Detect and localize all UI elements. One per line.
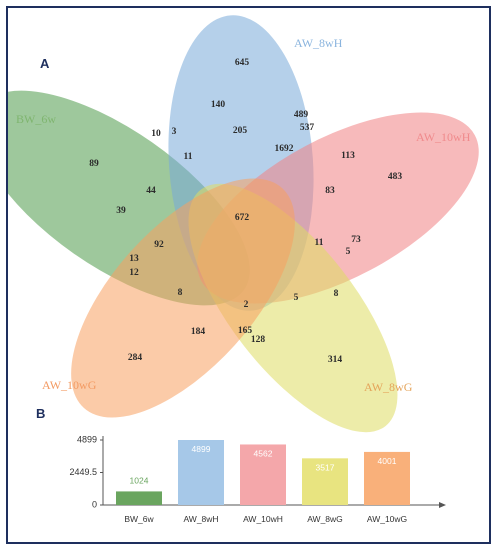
y-tick-label: 0 [92,499,97,509]
venn-region-count: 13 [129,254,139,264]
venn-region-count: 44 [146,186,156,196]
venn-region-count: 3 [172,127,177,137]
venn-region-count: 205 [233,126,248,136]
bar-value-label: 3517 [316,462,335,472]
venn-region-count: 284 [128,353,143,363]
venn-region-count: 8 [334,289,339,299]
x-tick-label: BW_6w [124,514,154,524]
venn-region-count: 8 [178,288,183,298]
bar-value-label: 1024 [130,475,149,485]
venn-region-count: 113 [341,151,355,161]
bar-aw-10wg [364,451,410,505]
venn-region-count: 11 [184,152,193,162]
venn-region-count: 10 [151,129,161,139]
bar-aw-8wg [302,458,348,505]
bar-chart: 4899 2449.5 0 1024 BW_6w 4899 AW_8wH 4562 AW_10w… [69,434,446,524]
venn-set-label: AW_8wH [294,36,343,50]
x-tick-label: AW_10wG [367,514,407,524]
venn-region-count: 483 [388,172,403,182]
venn-region-count: 11 [315,238,324,248]
bar-bw-6w [116,491,162,505]
venn-set-label: AW_10wG [42,378,97,392]
venn-region-count: 165 [238,326,253,336]
venn-set-label: AW_8wG [364,380,413,394]
venn-region-count: 73 [351,235,361,245]
x-tick-label: AW_10wH [243,514,283,524]
venn-region-count: 1692 [275,144,294,154]
venn-region-count: 140 [211,100,226,110]
venn-region-count: 83 [325,186,335,196]
venn-region-count: 489 [294,110,309,120]
venn-region-count: 537 [300,123,315,133]
venn-region-count: 128 [251,335,266,345]
x-axis-arrow-icon [439,502,446,508]
venn-region-count: 5 [294,293,299,303]
bar-value-label: 4001 [378,456,397,466]
figure-canvas: A BW_6w AW_8wH AW_10wH AW_8wG AW_10wG 645 140 4… [8,15,479,524]
bar-aw-10wh [240,444,286,505]
venn-diagram: BW_6w AW_8wH AW_10wH AW_8wG AW_10wG 645 140 489… [8,15,479,433]
venn-set-label: BW_6w [16,112,56,126]
venn-region-count: 672 [235,213,250,223]
venn-set-aw-10wg [71,178,295,418]
x-tick-label: AW_8wH [183,514,218,524]
venn-region-count: 39 [116,206,126,216]
panel-b-letter: B [36,406,45,421]
panel-a-letter: A [40,56,50,71]
venn-region-count: 184 [191,327,206,337]
bar-value-label: 4899 [192,444,211,454]
bar-value-label: 4562 [254,448,273,458]
venn-region-count: 12 [129,268,139,278]
venn-set-label: AW_10wH [416,130,471,144]
venn-region-count: 89 [89,159,99,169]
bar-aw-8wh [178,440,224,505]
venn-region-count: 92 [154,240,164,250]
y-tick-label: 2449.5 [69,467,97,477]
venn-region-count: 314 [328,355,343,365]
venn-region-count: 5 [346,247,351,257]
x-tick-label: AW_8wG [307,514,343,524]
figure-frame: A BW_6w AW_8wH AW_10wH AW_8wG AW_10wG 645 140 4… [6,6,491,544]
y-tick-label: 4899 [77,434,97,444]
venn-region-count: 645 [235,58,250,68]
venn-region-count: 2 [244,300,249,310]
